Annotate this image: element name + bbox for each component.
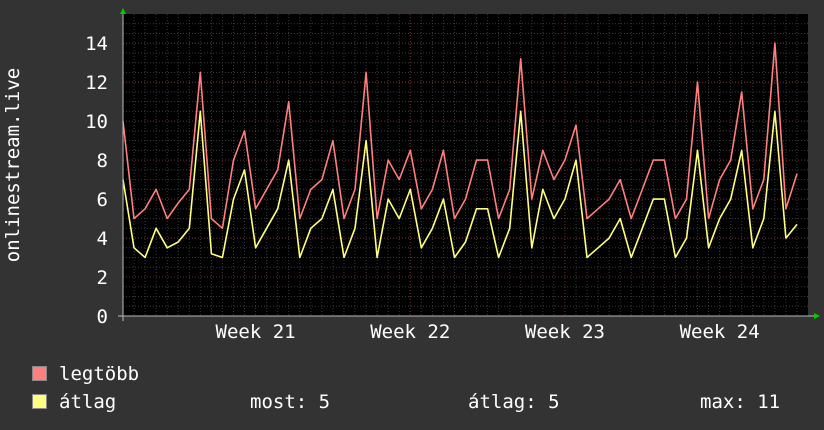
axes (118, 8, 820, 321)
y-tick-label: 2 (97, 267, 108, 289)
legend-item-avg: átlag (32, 392, 192, 412)
stat-current: most: 5 (250, 391, 331, 413)
legend-label-max: legtöbb (59, 363, 140, 385)
legend-item-max: legtöbb (32, 364, 192, 384)
legend-swatch-max (32, 366, 47, 381)
x-tick-label: Week 22 (370, 321, 450, 343)
x-tick-label: Week 23 (525, 321, 605, 343)
legend-swatch-avg (32, 394, 47, 409)
y-tick-label: 8 (97, 150, 108, 172)
grid-major (123, 14, 808, 316)
x-axis-arrow (814, 313, 820, 319)
x-tick-labels: Week 21 Week 22 Week 23 Week 24 (216, 321, 760, 343)
y-axis-arrow (120, 8, 126, 14)
series-layer (122, 42, 798, 259)
x-tick-label: Week 21 (216, 321, 296, 343)
stat-maximum: max: 11 (700, 391, 781, 413)
y-tick-label: 14 (85, 33, 108, 55)
y-tick-label: 10 (85, 111, 108, 133)
y-tick-label: 6 (97, 189, 108, 211)
y-tick-label: 0 (97, 306, 108, 328)
legend-label-avg: átlag (59, 391, 117, 413)
y-tick-label: 4 (97, 228, 108, 250)
stat-average: átlag: 5 (468, 391, 560, 413)
y-tick-labels: 0 2 4 6 8 10 12 14 (85, 33, 108, 328)
x-tick-label: Week 24 (680, 321, 760, 343)
series-line-0 (122, 42, 798, 230)
series-line-1 (122, 110, 798, 259)
y-tick-label: 12 (85, 72, 108, 94)
traffic-chart: 0 2 4 6 8 10 12 14 Week 21 Week 22 Week 23 Week 24… (2, 8, 820, 343)
y-axis-label: onlinestream.live (2, 68, 24, 262)
